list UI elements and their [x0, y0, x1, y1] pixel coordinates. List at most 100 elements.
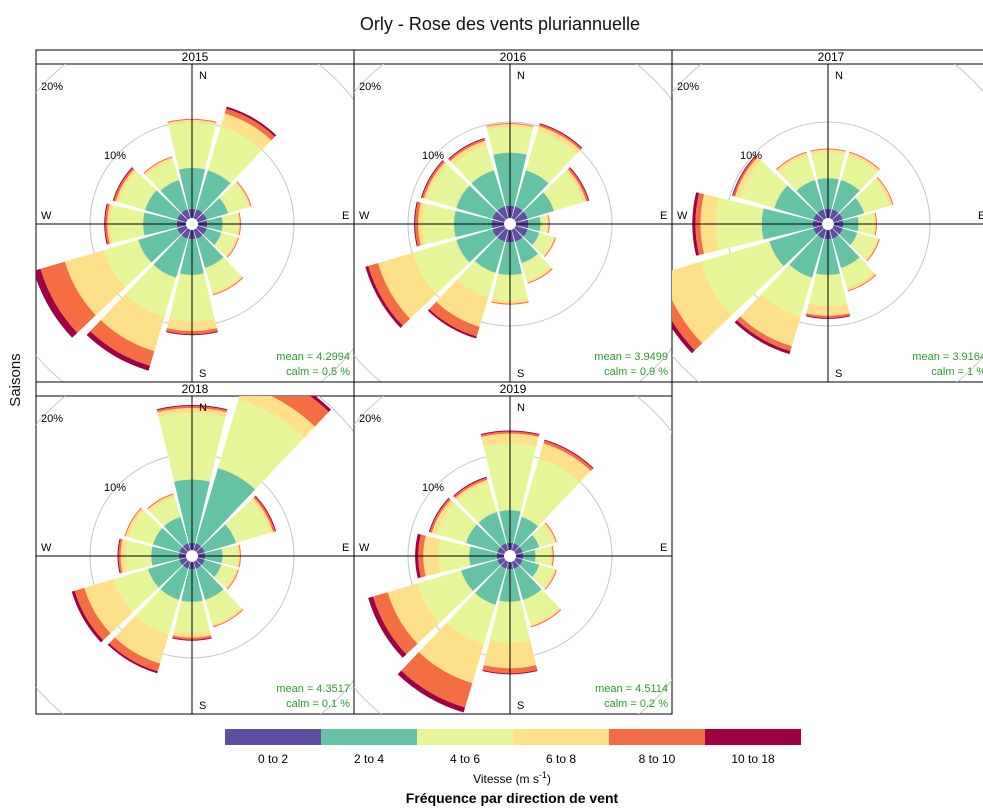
sector-240-bin-2: [700, 241, 784, 316]
sector-210-bin-4: [109, 637, 161, 672]
sector-150-bin-3: [530, 607, 561, 627]
compass-s-label: S: [517, 700, 524, 712]
sector-210-bin-5: [107, 643, 158, 674]
sector-30-bin-3: [538, 443, 591, 483]
sector-120-bin-3: [543, 569, 556, 589]
compass-w-label: W: [359, 210, 370, 222]
sector-90-bin-4: [547, 214, 550, 234]
legend-label-5: 10 to 18: [731, 752, 775, 766]
ring-label-20: 20%: [359, 413, 381, 425]
legend-title-suffix: ): [547, 772, 551, 786]
sector-330-bin-1: [471, 170, 505, 211]
ring-label-20: 20%: [41, 81, 63, 93]
sector-330-bin-2: [453, 145, 495, 184]
sector-30-bin-2: [841, 155, 878, 191]
sector-0-bin-4: [480, 431, 540, 437]
sector-300-bin-2: [739, 160, 788, 209]
sector-240-bin-1: [138, 228, 181, 263]
legend-title: Vitesse (m s-1): [473, 770, 551, 786]
sector-60-bin-5: [254, 495, 277, 532]
calm-text: calm = 0.9 %: [604, 366, 668, 378]
sector-240-bin-4: [74, 587, 111, 641]
sector-300-bin-2: [436, 503, 477, 543]
panel-strip-label: 2016: [500, 50, 527, 64]
sector-60-bin-3: [874, 177, 893, 206]
sector-330-bin-3: [776, 152, 808, 173]
sector-120-bin-2: [850, 232, 877, 260]
sector-30-bin-4: [538, 124, 582, 151]
ring-label-10: 10%: [740, 150, 762, 162]
sector-240-bin-5: [71, 590, 104, 643]
sector-300-bin-4: [429, 498, 451, 533]
compass-s-label: S: [835, 368, 842, 380]
sector-300-bin-3: [431, 499, 455, 535]
sector-210-bin-4: [429, 301, 480, 337]
sector-30-bin-2: [207, 126, 263, 184]
sector-210-bin-2: [135, 589, 179, 635]
sector-150-bin-1: [195, 565, 224, 601]
legend-swatch-5: [705, 729, 801, 745]
sector-330-bin-4: [453, 477, 488, 499]
calm-text: calm = 0.1 %: [286, 698, 350, 710]
sector-300-bin-5: [112, 167, 133, 201]
compass-n-label: N: [517, 402, 525, 414]
sector-150-bin-1: [513, 565, 542, 601]
y-axis-label: Saisons: [7, 353, 24, 406]
sector-120-bin-4: [226, 569, 239, 590]
legend-swatch-3: [513, 729, 609, 745]
calm-center: [822, 218, 834, 230]
sector-240-bin-1: [461, 559, 501, 592]
sector-150-bin-1: [515, 237, 539, 264]
panel-strip-label: 2019: [500, 382, 527, 396]
sector-60-bin-3: [543, 523, 556, 543]
sector-240-bin-1: [456, 229, 497, 263]
sector-330-bin-2: [149, 497, 181, 527]
sector-60-bin-3: [565, 169, 587, 203]
sector-330-bin-3: [147, 494, 175, 512]
compass-s-label: S: [199, 700, 206, 712]
sector-240-bin-4: [368, 263, 411, 326]
chart-title: Orly - Rose des vents pluriannuelle: [360, 14, 640, 34]
legend-label-2: 4 to 6: [450, 752, 480, 766]
calm-center: [186, 550, 198, 562]
legend-swatch-0: [225, 729, 321, 745]
legend-subtitle: Fréquence par direction de vent: [406, 790, 619, 806]
sector-30-bin-2: [525, 131, 577, 184]
sector-30-bin-3: [238, 396, 315, 438]
sector-30-bin-4: [543, 440, 593, 471]
panel-plot-area: 10% 20%: [672, 64, 983, 382]
sector-120-bin-1: [523, 229, 540, 246]
sector-180-bin-5: [172, 637, 212, 641]
sector-60-bin-4: [876, 176, 894, 205]
sector-210-bin-2: [457, 260, 496, 298]
sector-210-bin-3: [114, 615, 169, 664]
sector-60-bin-1: [203, 198, 229, 220]
sector-210-bin-5: [397, 670, 466, 713]
sector-210-bin-1: [160, 565, 189, 601]
sector-240-bin-1: [769, 228, 817, 267]
sector-240-bin-3: [387, 583, 440, 644]
sector-210-bin-2: [446, 592, 496, 645]
sector-150-bin-4: [527, 268, 553, 284]
sector-240-bin-3: [84, 579, 133, 634]
sector-240-bin-3: [64, 250, 126, 316]
sector-150-bin-2: [841, 257, 874, 288]
panel-plot-area: 10% 20%: [354, 64, 672, 382]
sector-60-bin-2: [543, 171, 584, 211]
sector-120-bin-4: [226, 237, 239, 258]
sector-300-bin-1: [465, 524, 501, 553]
sector-330-bin-4: [448, 138, 486, 162]
calm-text: calm = 0.2 %: [604, 698, 668, 710]
legend-title-superscript: -1: [539, 770, 547, 780]
sector-210-bin-4: [736, 316, 792, 352]
sector-240-bin-2: [412, 239, 470, 295]
calm-text: calm = 0.5 %: [286, 366, 350, 378]
sector-300-bin-4: [733, 155, 758, 197]
sector-300-bin-3: [735, 157, 762, 198]
sector-210-bin-5: [86, 331, 150, 371]
sector-240-bin-5: [36, 268, 78, 338]
panel-plot-area: 10% 20%: [354, 396, 672, 714]
panel-strip-label: 2015: [182, 50, 209, 64]
